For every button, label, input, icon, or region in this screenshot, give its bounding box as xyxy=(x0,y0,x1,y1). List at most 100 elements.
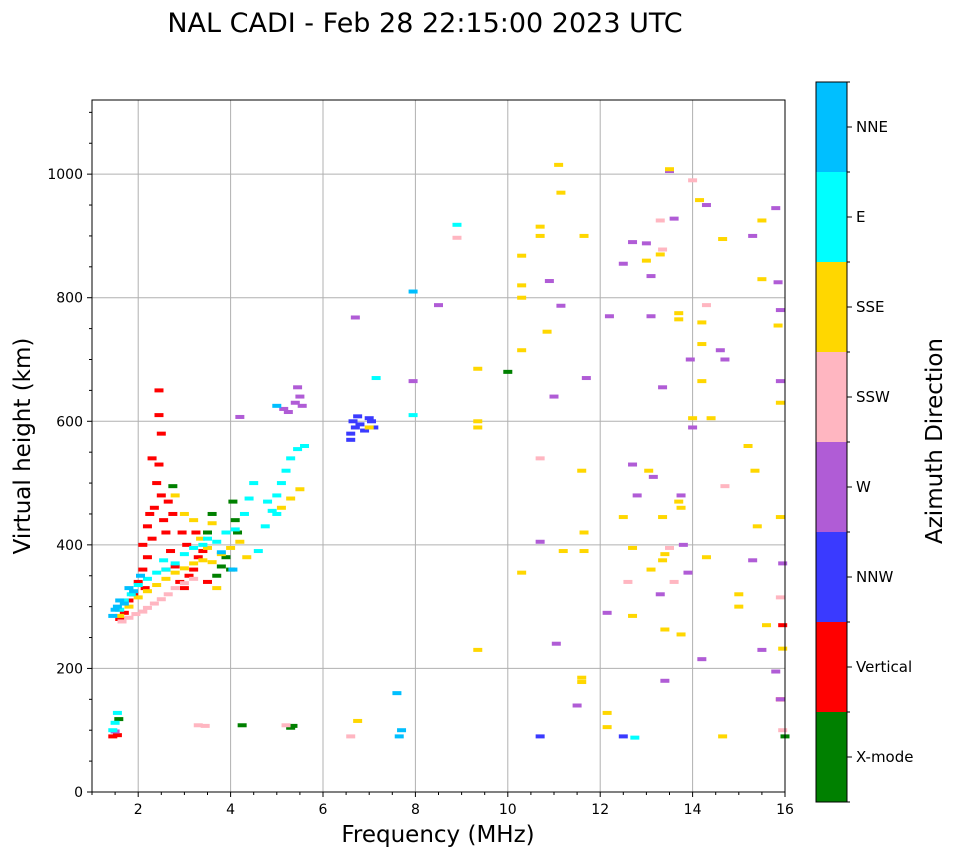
echo-point-nne xyxy=(136,573,146,578)
echo-point-vertical xyxy=(115,617,125,621)
echo-point-nnw xyxy=(346,437,356,442)
echo-point-w xyxy=(632,493,642,498)
echo-point-w xyxy=(350,315,360,320)
echo-point-sse xyxy=(757,277,767,282)
echo-point-vertical xyxy=(778,623,788,628)
echo-point-sse xyxy=(226,545,236,550)
echo-point-x-mode xyxy=(207,511,217,516)
echo-point-w xyxy=(549,394,559,399)
echo-point-w xyxy=(551,641,561,646)
colorbar-swatch-nnw xyxy=(816,532,847,622)
echo-point-vertical xyxy=(159,518,169,523)
echo-point-e xyxy=(170,561,180,566)
x-tick-label: 10 xyxy=(499,802,517,818)
echo-point-w xyxy=(646,314,656,319)
echo-point-w xyxy=(775,697,785,702)
echo-point-w xyxy=(572,703,582,708)
echo-point-x-mode xyxy=(221,555,231,560)
echo-point-sse xyxy=(198,558,208,563)
echo-point-sse xyxy=(701,555,711,560)
echo-point-sse xyxy=(124,604,134,609)
echo-point-x-mode xyxy=(233,530,243,535)
echo-point-sse xyxy=(535,224,545,229)
echo-point-sse xyxy=(660,627,670,632)
echo-point-w xyxy=(646,274,656,279)
echo-point-w xyxy=(628,462,638,467)
echo-point-sse xyxy=(473,419,483,424)
echo-point-sse xyxy=(577,468,587,473)
echo-point-vertical xyxy=(177,530,187,535)
echo-point-sse xyxy=(517,253,527,258)
echo-point-sse xyxy=(676,632,686,637)
echo-point-w xyxy=(655,592,665,597)
echo-point-ssw xyxy=(658,247,668,252)
echo-point-w xyxy=(771,669,781,674)
echo-point-w xyxy=(683,570,693,575)
echo-point-sse xyxy=(353,718,363,723)
echo-point-nne xyxy=(216,550,226,555)
echo-point-e xyxy=(293,447,303,452)
echo-point-nnw xyxy=(350,425,360,430)
echo-point-vertical xyxy=(147,456,157,461)
echo-point-sse xyxy=(718,237,728,242)
x-tick-label: 14 xyxy=(684,802,702,818)
colorbar-tick-label: W xyxy=(856,478,871,496)
echo-point-sse xyxy=(757,218,767,223)
echo-point-sse xyxy=(115,613,125,618)
echo-point-sse xyxy=(695,198,705,203)
echo-point-e xyxy=(161,567,171,572)
echo-point-ssw xyxy=(124,615,134,620)
echo-point-sse xyxy=(660,552,670,557)
echo-point-vertical xyxy=(112,733,122,738)
echo-point-vertical xyxy=(161,530,171,535)
echo-point-sse xyxy=(628,613,638,618)
chart-title: NAL CADI - Feb 28 22:15:00 2023 UTC xyxy=(167,8,682,39)
echo-point-sse xyxy=(646,567,656,572)
echo-point-vertical xyxy=(203,579,212,584)
echo-point-x-mode xyxy=(216,564,226,569)
echo-point-nne xyxy=(115,598,125,603)
echo-point-w xyxy=(669,216,679,221)
colorbar-tick-label: Vertical xyxy=(856,658,912,676)
echo-point-sse xyxy=(773,323,783,328)
echo-point-w xyxy=(748,558,758,563)
y-tick-label: 200 xyxy=(56,661,83,677)
echo-point-vertical xyxy=(108,734,118,739)
grid-lines xyxy=(92,100,786,793)
echo-point-sse xyxy=(579,530,589,535)
echo-point-sse xyxy=(697,379,707,384)
echo-point-ssw xyxy=(655,218,665,223)
echo-point-sse xyxy=(697,342,707,347)
echo-point-sse xyxy=(473,425,483,430)
echo-point-sse xyxy=(658,558,668,563)
echo-point-sse xyxy=(207,521,217,526)
echo-point-sse xyxy=(542,329,552,334)
echo-point-ssw xyxy=(665,545,674,550)
x-tick-label: 6 xyxy=(319,802,328,818)
echo-point-vertical xyxy=(149,505,159,510)
echo-point-e xyxy=(452,222,462,227)
echo-point-vertical xyxy=(154,413,164,418)
colorbar-swatch-ssw xyxy=(816,352,847,442)
echo-point-e xyxy=(115,607,125,612)
echo-point-nne xyxy=(119,601,129,606)
echo-point-sse xyxy=(577,675,587,680)
y-tick-label: 400 xyxy=(56,538,83,554)
echo-point-w xyxy=(295,394,305,399)
echo-point-vertical xyxy=(175,579,185,584)
echo-point-sse xyxy=(628,545,638,550)
echo-point-vertical xyxy=(163,499,173,504)
echo-point-sse xyxy=(674,499,684,504)
echo-point-sse xyxy=(579,233,589,238)
echo-point-nnw xyxy=(353,414,363,419)
colorbar: X-mode Vertical NNW W SSW SSE E NNE xyxy=(815,81,913,803)
echo-point-ssw xyxy=(117,619,127,624)
echo-point-w xyxy=(604,314,614,319)
echo-point-e xyxy=(300,444,310,448)
echo-point-ssw xyxy=(701,303,711,308)
echo-point-sse xyxy=(196,536,206,541)
echo-point-e xyxy=(142,576,152,581)
echo-point-vertical xyxy=(142,555,152,560)
echo-point-sse xyxy=(152,583,162,588)
echo-point-w xyxy=(701,203,711,208)
